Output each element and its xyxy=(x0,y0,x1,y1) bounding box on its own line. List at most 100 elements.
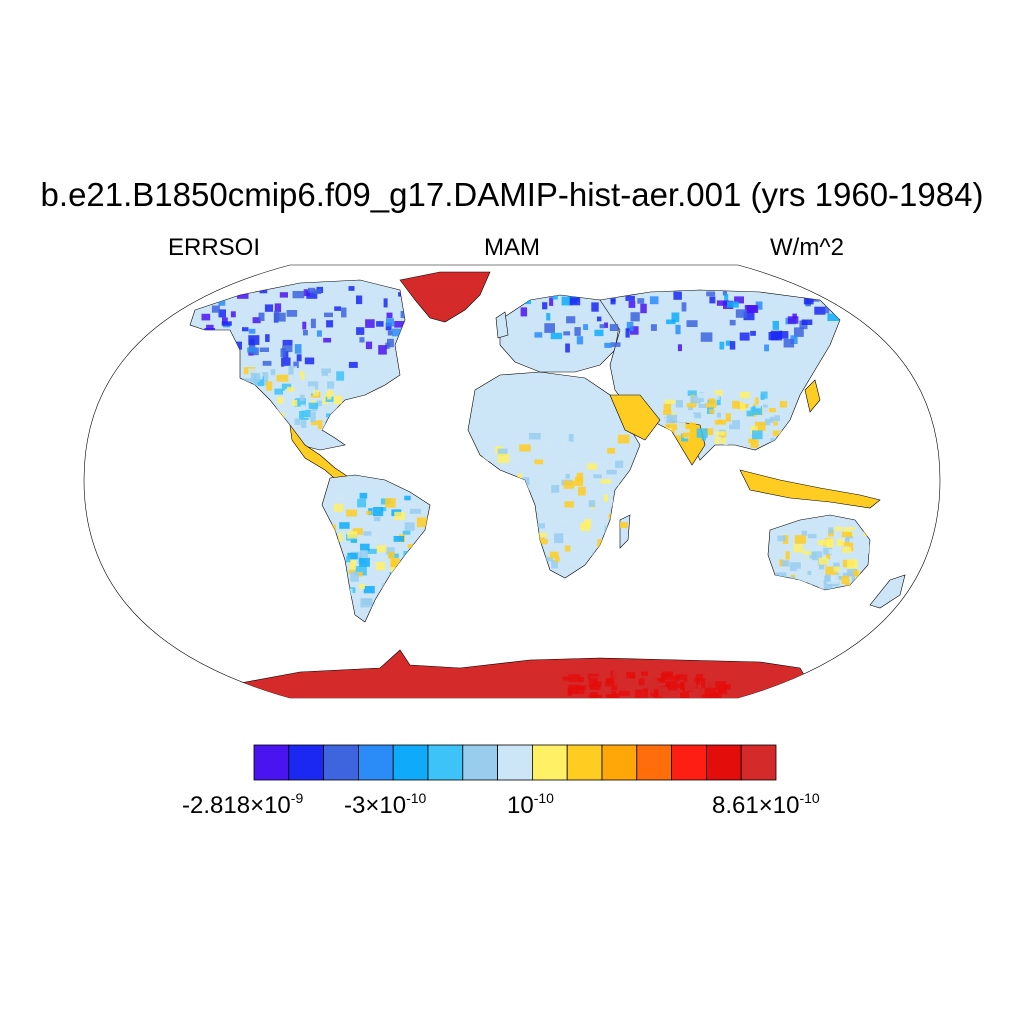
data-cell xyxy=(482,451,490,462)
data-cell xyxy=(403,551,409,559)
data-cell xyxy=(204,328,215,338)
data-cell xyxy=(665,424,678,430)
data-cell xyxy=(324,381,329,388)
data-cell xyxy=(664,399,676,404)
data-cell xyxy=(552,290,558,300)
data-cell xyxy=(262,372,269,382)
data-cell xyxy=(517,454,526,459)
data-cell xyxy=(762,407,775,417)
data-cell xyxy=(273,312,286,322)
data-cell xyxy=(303,289,310,297)
data-cell xyxy=(499,486,509,497)
data-cell xyxy=(248,328,256,334)
data-cell xyxy=(617,453,625,462)
data-cell xyxy=(348,361,358,368)
data-cell xyxy=(391,567,396,576)
greenland xyxy=(399,271,491,323)
data-cell xyxy=(563,480,575,489)
season-label: MAM xyxy=(484,234,540,261)
data-cell xyxy=(211,305,220,313)
data-cell xyxy=(611,682,618,691)
data-cell xyxy=(360,598,373,608)
data-cell xyxy=(308,287,316,293)
data-cell xyxy=(564,501,574,508)
data-cell xyxy=(529,291,542,298)
data-cell xyxy=(784,581,789,589)
data-cell xyxy=(600,479,611,484)
data-cell xyxy=(390,560,397,567)
data-cell xyxy=(716,396,721,406)
data-cell xyxy=(702,694,712,698)
data-cell xyxy=(336,554,343,559)
data-cell xyxy=(574,327,581,336)
data-cell xyxy=(292,423,299,428)
data-cell xyxy=(359,584,365,589)
data-cell xyxy=(330,524,336,534)
data-cell xyxy=(387,330,393,336)
data-cell xyxy=(529,554,540,559)
data-cell xyxy=(517,473,523,479)
data-cell xyxy=(785,551,790,560)
data-cell xyxy=(690,396,701,404)
data-cell xyxy=(718,693,730,698)
data-cell xyxy=(596,316,602,322)
se-asia-islands xyxy=(739,469,881,509)
data-cell xyxy=(544,438,552,447)
data-cell xyxy=(853,570,859,577)
data-cell xyxy=(724,294,729,302)
data-cell xyxy=(777,535,786,542)
data-cell xyxy=(608,694,618,698)
data-cell xyxy=(594,329,604,337)
data-cell xyxy=(588,678,598,688)
data-cell xyxy=(576,472,584,483)
data-cell xyxy=(607,447,616,454)
data-cell xyxy=(292,291,305,299)
data-cell xyxy=(629,674,635,679)
data-cell xyxy=(538,537,548,545)
data-cell xyxy=(301,420,307,428)
data-cell xyxy=(575,686,585,695)
data-cell xyxy=(282,339,293,346)
data-cell xyxy=(542,302,548,310)
data-cell xyxy=(341,307,347,318)
data-cell xyxy=(642,688,648,698)
data-cell xyxy=(729,341,736,350)
data-cell xyxy=(663,410,672,415)
plot-title: b.e21.B1850cmip6.f09_g17.DAMIP-hist-aer.… xyxy=(40,176,984,213)
colorbar-label-3: 10-10 xyxy=(507,790,554,819)
data-cell xyxy=(630,326,639,335)
data-cell xyxy=(702,428,714,436)
data-cell xyxy=(827,313,839,321)
data-cell xyxy=(509,455,520,463)
data-cell xyxy=(274,303,282,313)
data-cell xyxy=(373,516,381,522)
data-cell xyxy=(497,448,508,456)
data-cell xyxy=(638,678,645,686)
data-cell xyxy=(533,523,545,529)
data-cell xyxy=(316,393,325,398)
data-cell xyxy=(704,403,717,409)
data-cell xyxy=(549,297,554,306)
data-cell xyxy=(292,399,298,407)
data-cell xyxy=(829,290,834,297)
data-cell xyxy=(359,492,368,499)
data-cell xyxy=(845,534,853,541)
data-cell xyxy=(492,478,501,483)
data-cell xyxy=(801,319,813,325)
data-cell xyxy=(688,405,693,411)
data-cell xyxy=(343,506,351,511)
data-cell xyxy=(409,508,421,514)
data-cell xyxy=(304,357,315,365)
data-cell xyxy=(410,583,421,589)
data-cell xyxy=(675,419,686,427)
data-cell xyxy=(676,683,684,689)
data-cell xyxy=(743,394,756,404)
data-cell xyxy=(366,510,372,515)
data-cell xyxy=(850,529,862,535)
data-cell xyxy=(811,551,823,561)
data-cell xyxy=(350,571,359,582)
data-cell xyxy=(587,673,599,679)
data-cell xyxy=(715,431,726,436)
data-cell xyxy=(326,391,334,395)
data-cell xyxy=(626,321,634,332)
